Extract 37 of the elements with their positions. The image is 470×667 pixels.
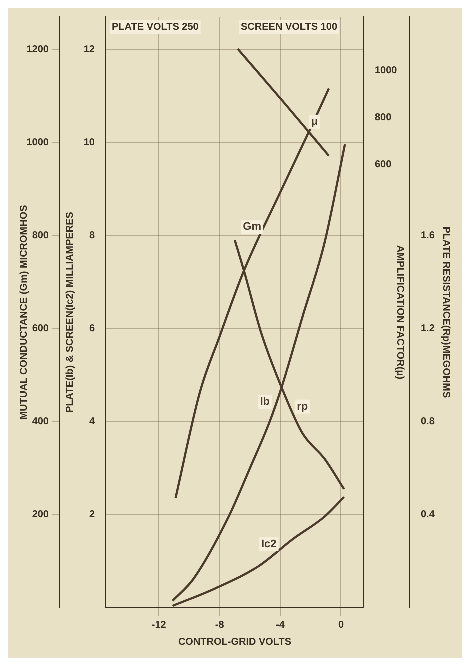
- x-tick-label: -8: [215, 620, 225, 631]
- y-axis-title: MUTUAL CONDUCTANCE (Gm) MICROMHOS: [18, 204, 30, 420]
- y-tick-label: 600: [32, 324, 50, 335]
- x-tick-label: -4: [276, 620, 286, 631]
- series-label: μ: [311, 116, 318, 128]
- y2-axis-title: PLATE(Ib) & SCREEN(Ic2) MILLIAMPERES: [64, 212, 76, 413]
- y2-tick-label: 1000: [375, 66, 398, 77]
- y-tick-label: 400: [32, 416, 50, 428]
- y-tick-label: 0.4: [421, 510, 436, 521]
- y-tick-label: 200: [32, 510, 50, 521]
- series-label: Gm: [243, 221, 262, 234]
- y2-tick-label: 2: [89, 510, 96, 521]
- y2-tick-label: 6: [89, 324, 96, 335]
- y2-axis-title: AMPLIFICATION FACTOR(μ): [394, 245, 406, 380]
- series-label: Ib: [260, 396, 270, 408]
- line-series: [172, 496, 346, 608]
- y-tick-label: 1.2: [421, 324, 436, 335]
- y-tick-label: 0.8: [421, 416, 436, 428]
- y2-tick-label: 800: [375, 112, 392, 124]
- y-tick-label: 1.6: [421, 230, 436, 242]
- y2-tick-label: 600: [375, 160, 392, 170]
- y2-tick-label: 12: [84, 44, 96, 56]
- annotation: SCREEN VOLTS 100: [241, 22, 338, 33]
- y2-tick-label: 4: [89, 416, 96, 428]
- y-tick-label: 1200: [26, 44, 50, 56]
- series-label: Ic2: [261, 538, 277, 550]
- y2-tick-label: 10: [84, 137, 96, 148]
- y2-tick-label: 8: [89, 230, 96, 242]
- y-tick-label: 1000: [26, 137, 50, 148]
- series-label: rp: [297, 400, 308, 413]
- y-tick-label: 800: [32, 230, 50, 242]
- annotation: PLATE VOLTS 250: [112, 22, 200, 33]
- line-series: [172, 143, 346, 602]
- x-tick-label: -12: [152, 620, 167, 631]
- y-axis-title: PLATE RESISTANCE(Rp)MEGOHMS: [440, 226, 452, 398]
- x-axis-title: CONTROL-GRID VOLTS: [178, 636, 292, 648]
- x-tick-label: 0: [338, 620, 344, 631]
